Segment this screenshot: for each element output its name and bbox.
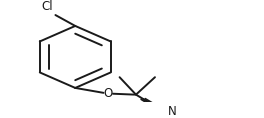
Text: Cl: Cl (42, 0, 53, 13)
Text: N: N (168, 105, 176, 118)
Text: O: O (103, 87, 113, 100)
